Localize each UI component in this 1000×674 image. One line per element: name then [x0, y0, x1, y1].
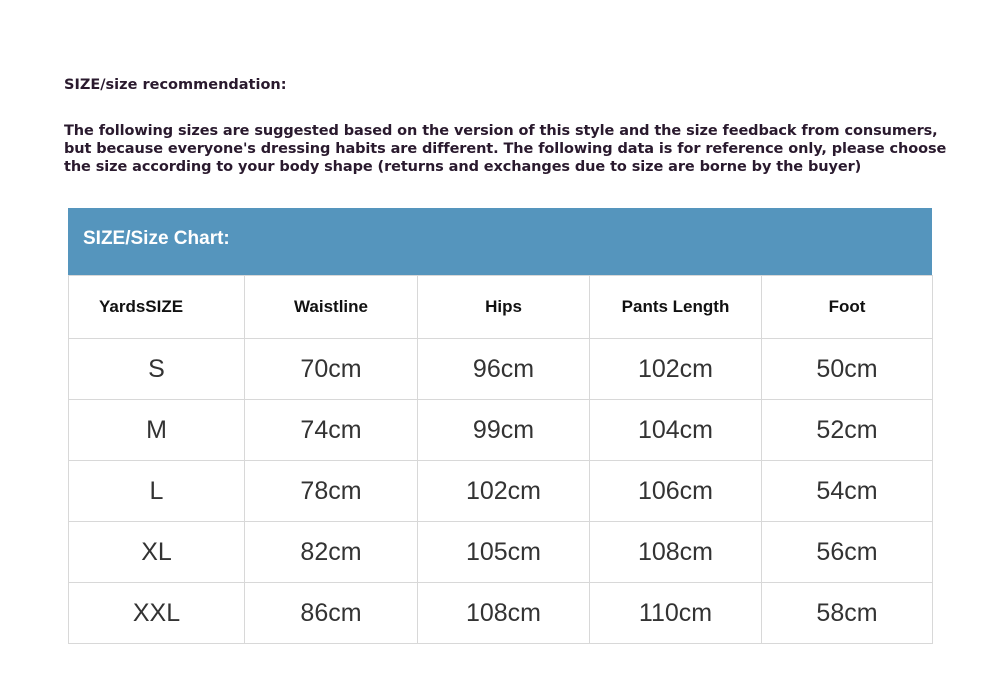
chart-title-band: SIZE/Size Chart:: [68, 208, 932, 275]
table-cell: 110cm: [589, 582, 762, 644]
table-cell: 52cm: [761, 399, 933, 461]
table-cell: 50cm: [761, 338, 933, 400]
table-cell: 99cm: [417, 399, 590, 461]
table-cell: 102cm: [417, 460, 590, 522]
size-note: The following sizes are suggested based …: [64, 123, 947, 175]
table-cell: XL: [68, 521, 245, 583]
column-header: Foot: [761, 275, 933, 339]
chart-title: SIZE/Size Chart:: [83, 228, 230, 249]
table-row: XL 82cm 105cm 108cm 56cm: [68, 521, 933, 583]
table-cell: 102cm: [589, 338, 762, 400]
table-cell: 96cm: [417, 338, 590, 400]
table-cell: 82cm: [244, 521, 418, 583]
table-cell: 108cm: [417, 582, 590, 644]
table-cell: 74cm: [244, 399, 418, 461]
table-cell: 108cm: [589, 521, 762, 583]
table-cell: L: [68, 460, 245, 522]
size-table: YardsSIZE Waistline Hips Pants Length Foot S…: [68, 275, 933, 644]
table-cell: S: [68, 338, 245, 400]
table-cell: M: [68, 399, 245, 461]
table-cell: 56cm: [761, 521, 933, 583]
table-cell: 78cm: [244, 460, 418, 522]
table-row: XXL 86cm 108cm 110cm 58cm: [68, 582, 933, 644]
column-header: Waistline: [244, 275, 418, 339]
header-row: YardsSIZE Waistline Hips Pants Length Foot: [68, 275, 933, 339]
section-heading: SIZE/size recommendation:: [64, 77, 287, 93]
table-cell: 86cm: [244, 582, 418, 644]
table-row: M 74cm 99cm 104cm 52cm: [68, 399, 933, 461]
table-row: L 78cm 102cm 106cm 54cm: [68, 460, 933, 522]
table-row: S 70cm 96cm 102cm 50cm: [68, 338, 933, 400]
table-cell: XXL: [68, 582, 245, 644]
table-cell: 105cm: [417, 521, 590, 583]
table-cell: 104cm: [589, 399, 762, 461]
table-cell: 54cm: [761, 460, 933, 522]
column-header: Hips: [417, 275, 590, 339]
column-header: Pants Length: [589, 275, 762, 339]
table-cell: 70cm: [244, 338, 418, 400]
column-header: YardsSIZE: [68, 275, 245, 339]
table-cell: 58cm: [761, 582, 933, 644]
table-cell: 106cm: [589, 460, 762, 522]
